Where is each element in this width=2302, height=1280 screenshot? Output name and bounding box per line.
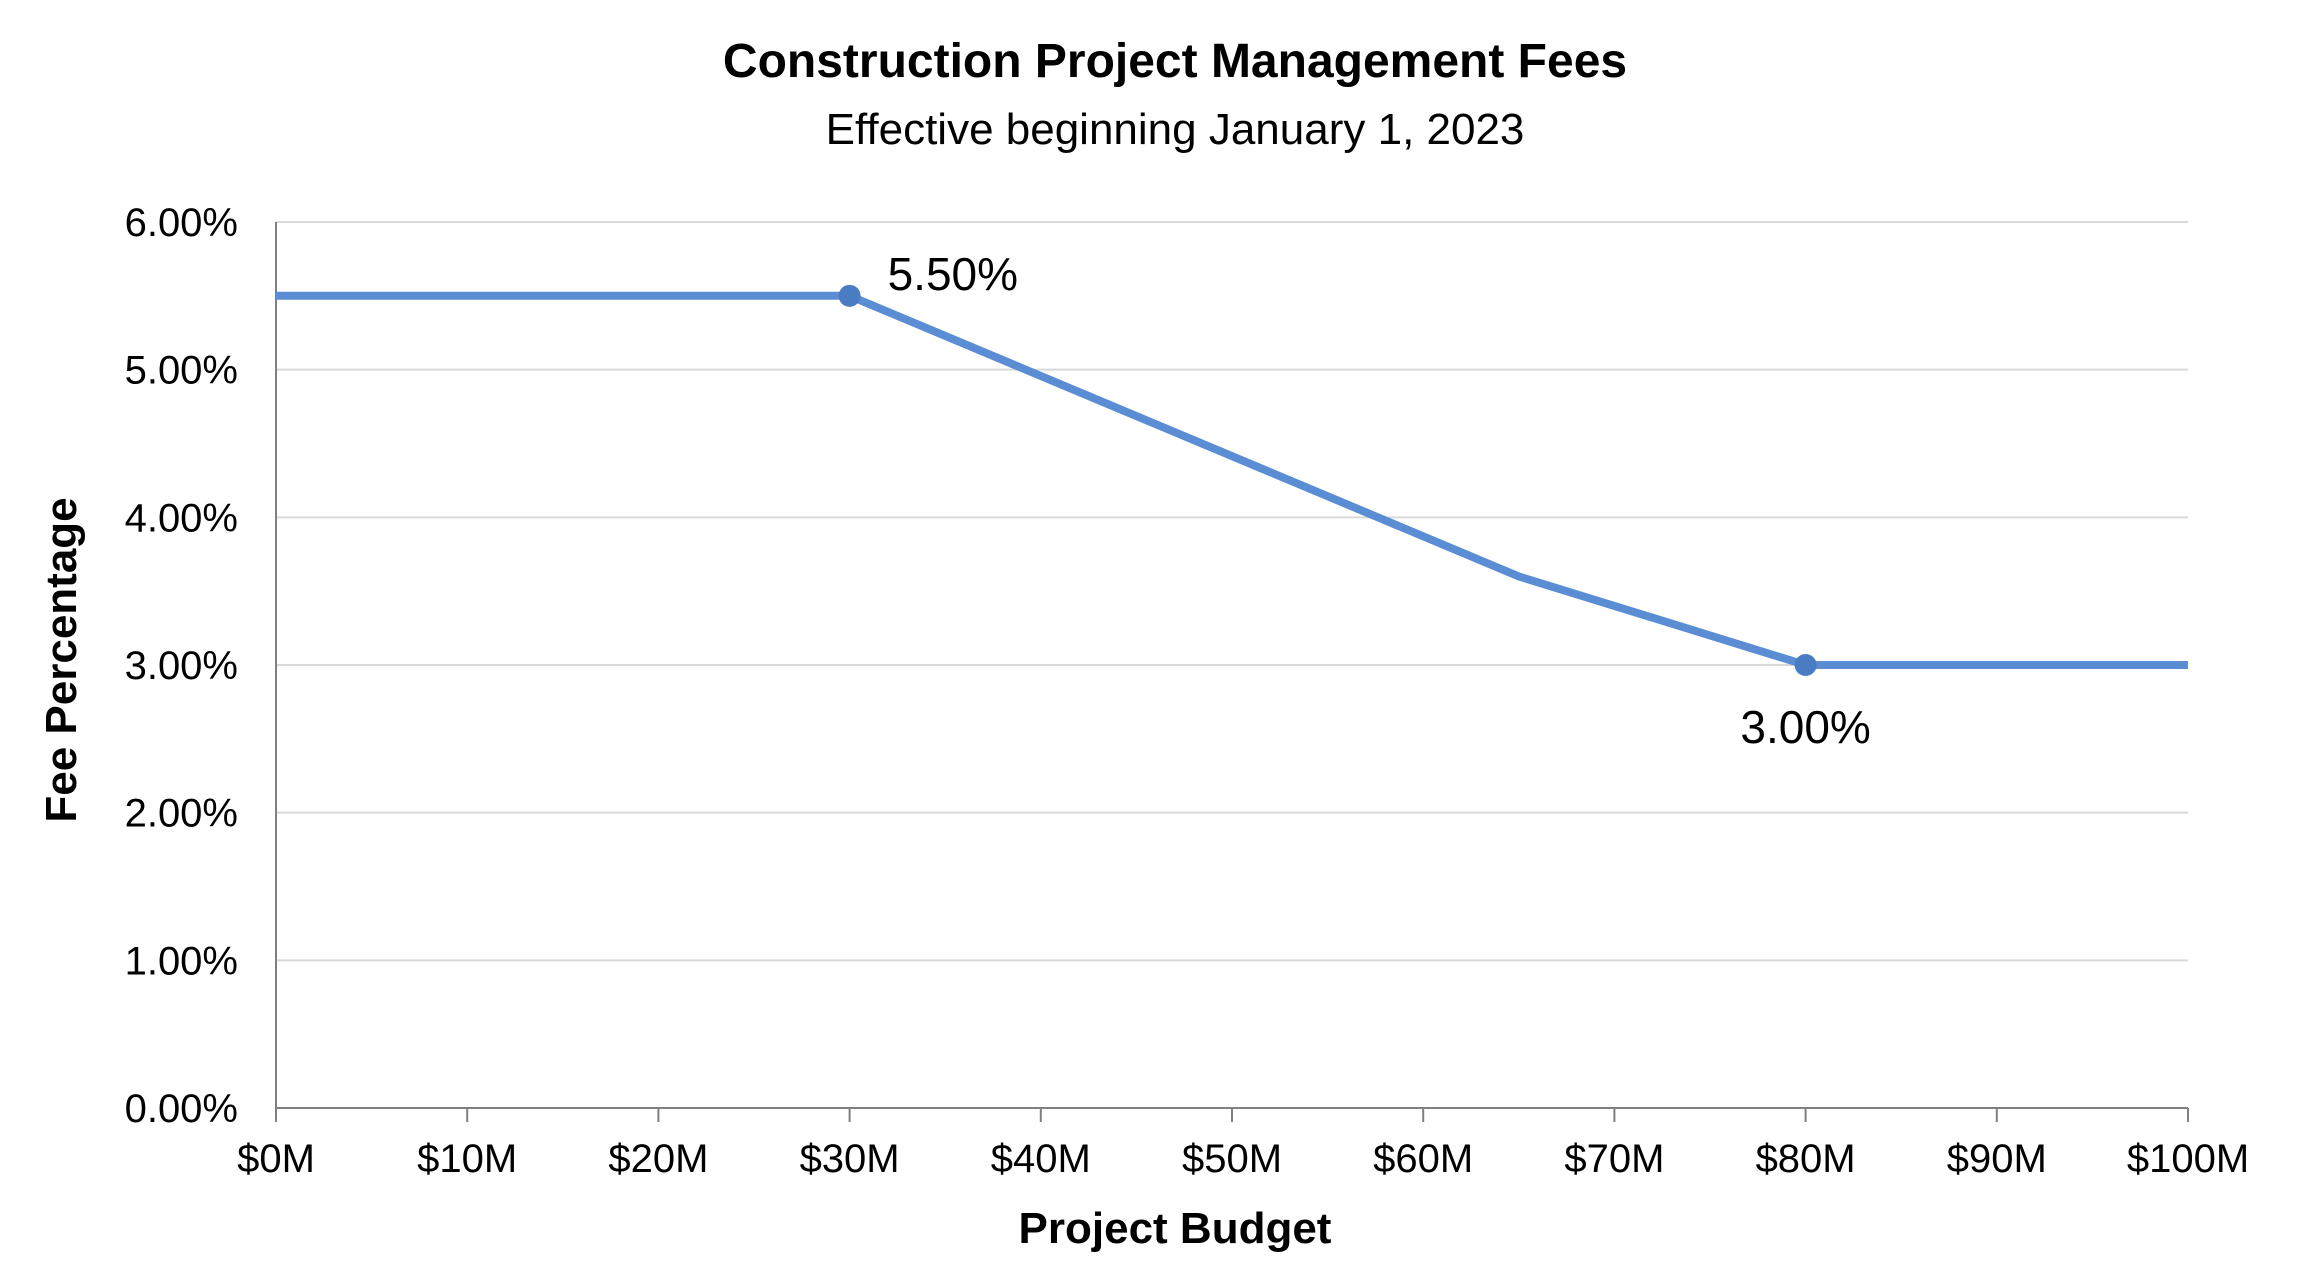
x-axis-title: Project Budget (1019, 1204, 1332, 1253)
axes (275, 222, 2189, 1122)
x-tick-label: $70M (1564, 1137, 1664, 1181)
y-tick-label: 4.00% (125, 496, 238, 540)
y-tick-label: 2.00% (125, 792, 238, 836)
chart-subtitle: Effective beginning January 1, 2023 (826, 105, 1525, 154)
y-tick-label: 6.00% (125, 201, 238, 245)
y-tick-label: 3.00% (125, 644, 238, 688)
y-axis-title: Fee Percentage (37, 497, 86, 822)
x-axis-tick-labels: $0M $10M $20M $30M $40M $50M $60M $70M $80M $90M $… (237, 1137, 2249, 1181)
y-tick-label: 1.00% (125, 939, 238, 983)
x-tick-label: $0M (237, 1137, 315, 1181)
series-lines (276, 291, 2188, 669)
grid-lines (276, 221, 2188, 962)
fee-line-series (276, 291, 2188, 669)
data-point-marker (838, 284, 861, 307)
x-tick-label: $20M (608, 1137, 708, 1181)
x-tick-label: $80M (1756, 1137, 1856, 1181)
data-label: 5.50% (888, 248, 1018, 300)
x-tick-label: $50M (1182, 1137, 1282, 1181)
x-tick-label: $90M (1947, 1137, 2047, 1181)
data-markers (838, 284, 1817, 676)
x-tick-label: $30M (800, 1137, 900, 1181)
x-tick-label: $40M (991, 1137, 1091, 1181)
chart-title: Construction Project Management Fees (723, 35, 1627, 88)
x-tick-label: $10M (417, 1137, 517, 1181)
y-axis-tick-labels: 0.00% 1.00% 2.00% 3.00% 4.00% 5.00% 6.00% (125, 201, 238, 1131)
data-label: 3.00% (1740, 701, 1870, 753)
y-tick-label: 5.00% (125, 349, 238, 393)
y-tick-label: 0.00% (125, 1087, 238, 1131)
data-labels: 5.50% 3.00% (888, 248, 1871, 753)
data-point-marker (1794, 654, 1817, 676)
x-tick-label: $100M (2127, 1137, 2249, 1181)
x-tick-label: $60M (1373, 1137, 1473, 1181)
